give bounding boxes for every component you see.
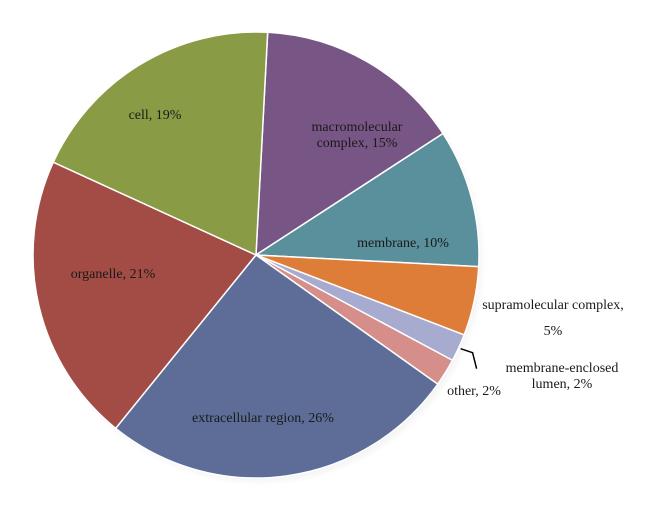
slice-label-line: membrane-enclosed <box>506 361 619 376</box>
slice-label: organelle, 21% <box>71 267 156 282</box>
slice-label-line: cell, 19% <box>129 108 182 123</box>
slice-label: macromolecular complex, 15% <box>312 120 403 151</box>
slice-label-line: complex, 15% <box>317 136 398 151</box>
slice-label: other, 2% <box>447 384 501 399</box>
pie-slice <box>114 253 439 479</box>
pie-slice <box>52 31 269 257</box>
pie-slice <box>255 31 445 257</box>
slice-label-line: macromolecular <box>312 120 403 135</box>
pie-slice <box>253 132 480 268</box>
slice-label-line: 5% <box>544 324 563 339</box>
slice-label: membrane-enclosed lumen, 2% <box>506 361 619 392</box>
pie-slices <box>32 31 480 479</box>
slice-label-line: supramolecular complex, <box>482 298 624 313</box>
slice-label: extracellular region, 26% <box>192 411 334 426</box>
slice-label: membrane, 10% <box>357 236 449 251</box>
slice-label-line: membrane, 10% <box>357 236 449 251</box>
pie-slice <box>32 161 258 430</box>
slice-label-line: lumen, 2% <box>532 377 593 392</box>
slice-label-line: organelle, 21% <box>71 267 156 282</box>
leader-lines <box>460 347 478 369</box>
slice-label-line: extracellular region, 26% <box>192 411 334 426</box>
slice-label-line: other, 2% <box>447 384 501 399</box>
slice-label: supramolecular complex, 5% <box>482 298 624 339</box>
leader-line <box>460 347 478 369</box>
slice-label: cell, 19% <box>129 108 182 123</box>
slice-labels: macromolecular complex, 15% membrane, 10% s… <box>71 108 624 426</box>
